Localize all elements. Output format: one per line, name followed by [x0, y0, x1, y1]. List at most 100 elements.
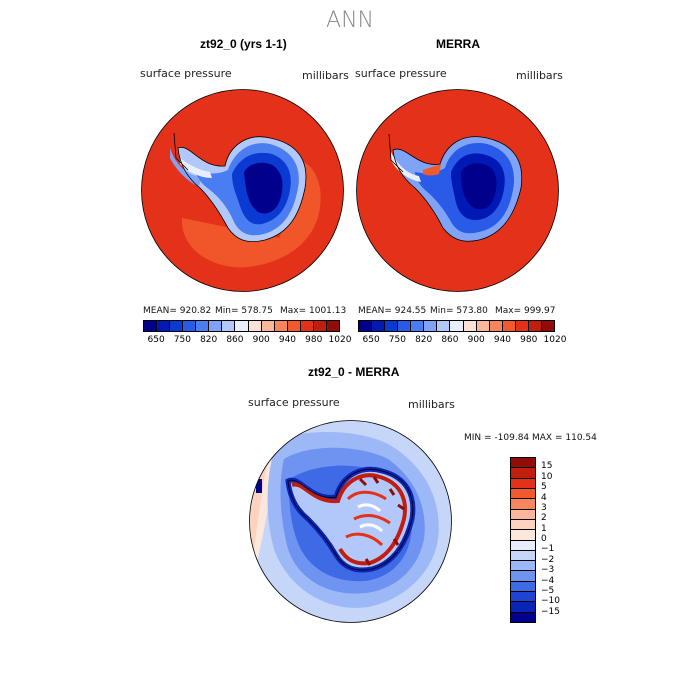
panel2-title: MERRA — [436, 37, 480, 51]
panel2-max: Max= 999.97 — [495, 306, 556, 316]
colorbar-tick-label: 820 — [200, 335, 218, 345]
colorbar-swatch — [511, 519, 535, 531]
panel1-max: Max= 1001.13 — [280, 306, 347, 316]
colorbar-swatch — [511, 499, 535, 510]
colorbar-swatch — [511, 458, 535, 469]
colorbar-tick-label: 900 — [252, 335, 270, 345]
colorbar-swatch — [511, 550, 535, 562]
colorbar-swatch — [411, 321, 425, 331]
colorbar-swatch — [183, 321, 197, 331]
colorbar-swatch — [528, 321, 542, 331]
colorbar-swatch — [541, 321, 554, 331]
colorbar-tick-label: 5 — [541, 482, 547, 493]
colorbar-tick-label: −1 — [541, 544, 555, 555]
colorbar-swatch — [235, 321, 249, 331]
panel1-mean: MEAN= 920.82 — [143, 306, 212, 316]
colorbar-tick-label: 15 — [541, 461, 553, 472]
colorbar-swatch — [144, 321, 158, 331]
colorbar-swatch — [287, 321, 301, 331]
colorbar-swatch — [476, 321, 490, 331]
colorbar-tick-label: 2 — [541, 513, 547, 524]
colorbar-swatch — [196, 321, 210, 331]
colorbar-swatch — [511, 478, 535, 489]
colorbar-swatch — [511, 592, 535, 603]
colorbar-swatch — [437, 321, 451, 331]
colorbar-tick-label: −5 — [541, 585, 555, 596]
colorbar-swatch — [511, 612, 535, 622]
panel1-colorbar — [143, 320, 340, 332]
colorbar-swatch — [511, 571, 535, 582]
diff-units-label: millibars — [408, 398, 455, 411]
panel2-variable-label: surface pressure — [355, 67, 447, 80]
diff-colorbar — [510, 457, 536, 623]
diff-variable-label: surface pressure — [248, 396, 340, 409]
colorbar-swatch — [248, 321, 262, 331]
colorbar-tick-label: 940 — [493, 335, 512, 345]
colorbar-swatch — [274, 321, 288, 331]
colorbar-tick-label: 860 — [226, 335, 244, 345]
diff-panel-title: zt92_0 - MERRA — [308, 365, 400, 379]
panel2-polar-map — [356, 89, 559, 292]
colorbar-swatch — [170, 321, 184, 331]
panel1-min: Min= 578.75 — [215, 306, 273, 316]
colorbar-swatch — [511, 602, 535, 613]
colorbar-swatch — [359, 321, 373, 331]
colorbar-swatch — [398, 321, 412, 331]
colorbar-swatch — [261, 321, 275, 331]
colorbar-swatch — [511, 468, 535, 479]
panel1-variable-label: surface pressure — [140, 67, 232, 80]
colorbar-tick-label: 650 — [147, 335, 165, 345]
colorbar-swatch — [300, 321, 314, 331]
colorbar-swatch — [515, 321, 529, 331]
colorbar-tick-label: −3 — [541, 565, 555, 576]
colorbar-swatch — [222, 321, 236, 331]
colorbar-tick-label: 900 — [467, 335, 485, 345]
colorbar-swatch — [463, 321, 477, 331]
colorbar-tick-label: 4 — [541, 492, 547, 503]
colorbar-swatch — [326, 321, 339, 331]
colorbar-tick-label: 0 — [541, 534, 547, 544]
colorbar-swatch — [424, 321, 438, 331]
colorbar-swatch — [511, 540, 535, 551]
colorbar-swatch — [313, 321, 327, 331]
colorbar-tick-label: 860 — [441, 335, 459, 345]
diff-minmax: MIN = -109.84 MAX = 110.54 — [464, 433, 597, 443]
colorbar-tick-label: 1020 — [328, 335, 352, 345]
panel2-mean: MEAN= 924.55 — [358, 306, 427, 316]
colorbar-tick-label: 980 — [305, 335, 323, 345]
colorbar-swatch — [489, 321, 503, 331]
colorbar-tick-label: −10 — [541, 596, 560, 607]
colorbar-tick-label: −4 — [541, 575, 555, 586]
panel1-polar-map — [141, 89, 344, 292]
panel2-min: Min= 573.80 — [430, 306, 488, 316]
colorbar-tick-label: 820 — [415, 335, 433, 345]
colorbar-swatch — [385, 321, 399, 331]
colorbar-swatch — [209, 321, 223, 331]
panel1-title: zt92_0 (yrs 1-1) — [200, 37, 287, 51]
colorbar-tick-label: 10 — [541, 471, 553, 482]
colorbar-tick-label: −2 — [541, 554, 555, 565]
panel1-units-label: millibars — [302, 69, 349, 82]
diff-polar-map — [249, 420, 452, 623]
colorbar-tick-label: −15 — [541, 606, 560, 617]
colorbar-swatch — [511, 488, 535, 500]
colorbar-swatch — [372, 321, 386, 331]
colorbar-swatch — [157, 321, 171, 331]
colorbar-tick-label: 650 — [362, 335, 380, 345]
colorbar-swatch — [502, 321, 516, 331]
panel2-units-label: millibars — [516, 69, 563, 82]
colorbar-tick-label: 940 — [278, 335, 297, 345]
colorbar-tick-label: 3 — [541, 502, 547, 513]
colorbar-swatch — [511, 509, 535, 520]
colorbar-swatch — [511, 530, 535, 541]
colorbar-tick-label: 1020 — [543, 335, 567, 345]
colorbar-swatch — [450, 321, 464, 331]
colorbar-swatch — [511, 581, 535, 593]
colorbar-tick-label: 1 — [541, 523, 547, 534]
panel2-colorbar — [358, 320, 555, 332]
colorbar-tick-label: 750 — [388, 335, 406, 345]
colorbar-tick-label: 750 — [173, 335, 191, 345]
figure-title: ANN — [326, 8, 374, 33]
colorbar-tick-label: 980 — [520, 335, 538, 345]
colorbar-swatch — [511, 561, 535, 572]
